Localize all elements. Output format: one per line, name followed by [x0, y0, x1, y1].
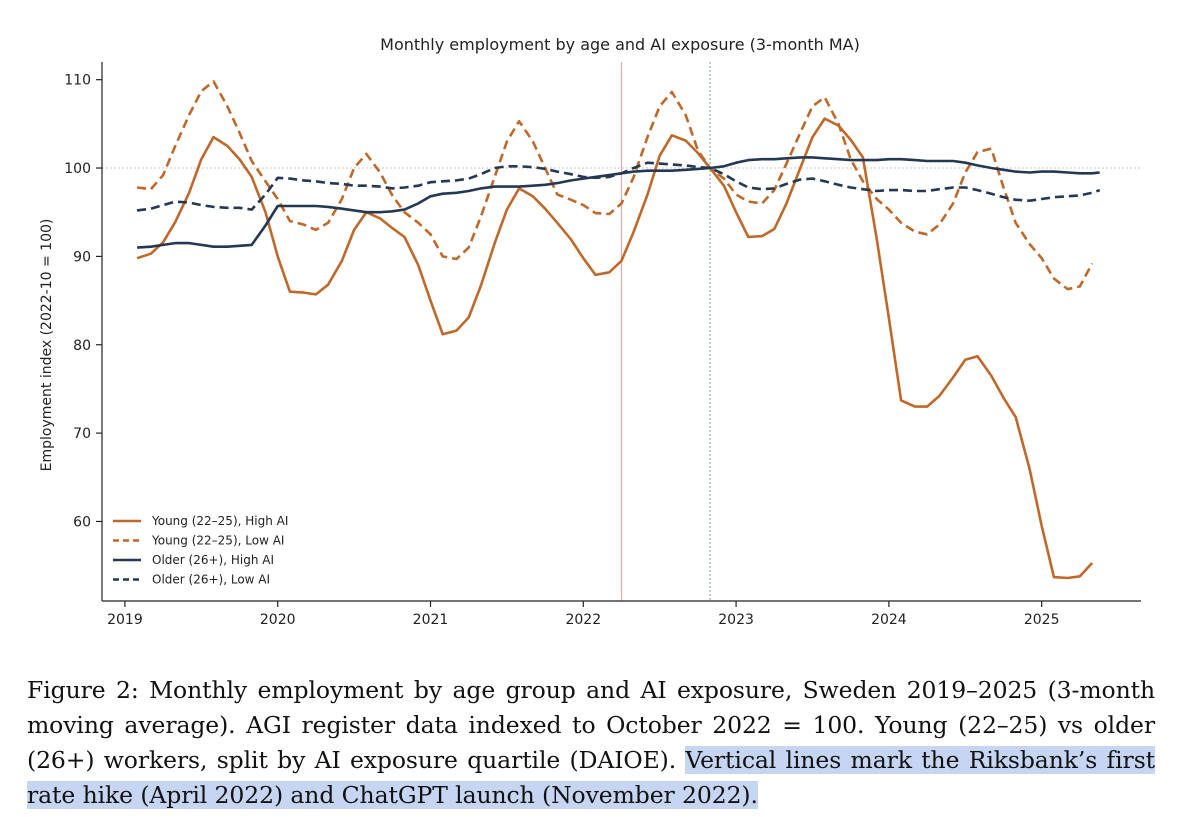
- plot-area: 60 70 80 90 100 110 2019 2020 2021 2022 2023 2024 20…: [64, 62, 1141, 628]
- y-tick-label: 60: [73, 514, 91, 530]
- x-tick-label: 2024: [871, 612, 907, 628]
- caption-main-text: Figure 2: Monthly employment by age grou…: [27, 676, 1155, 774]
- x-tick-label: 2020: [260, 612, 296, 628]
- y-tick-label: 80: [73, 338, 91, 354]
- series-line-older-26-low-ai: [136, 161, 1101, 212]
- series-line-young-22-25-high-ai: [136, 117, 1094, 580]
- legend-label-young-22-25-high-ai: Young (22–25), High AI: [151, 514, 288, 528]
- series-line-older-26-high-ai: [137, 156, 1100, 249]
- y-tick-label: 70: [73, 426, 91, 442]
- legend-label-young-22-25-low-ai: Young (22–25), Low AI: [151, 534, 284, 548]
- y-tick-label: 90: [73, 249, 91, 265]
- x-tick-label: 2019: [107, 612, 143, 628]
- x-tick-label: 2023: [718, 612, 754, 628]
- chart-title: Monthly employment by age and AI exposur…: [380, 35, 860, 54]
- series-line-young-22-25-low-ai: [136, 80, 1094, 291]
- figure-caption: Figure 2: Monthly employment by age grou…: [27, 673, 1155, 813]
- x-tick-label: 2025: [1024, 612, 1060, 628]
- y-tick-label: 110: [64, 73, 91, 89]
- x-tick-label: 2021: [413, 612, 449, 628]
- x-tick-label: 2022: [565, 612, 601, 628]
- employment-line-chart: Monthly employment by age and AI exposur…: [39, 35, 1141, 628]
- legend-label-older-26-high-ai: Older (26+), High AI: [152, 553, 274, 567]
- legend: Young (22–25), High AI Young (22–25), Low…: [113, 514, 288, 587]
- legend-label-older-26-low-ai: Older (26+), Low AI: [152, 573, 270, 587]
- y-axis-label: Employment index (2022-10 = 100): [39, 219, 55, 472]
- y-tick-label: 100: [64, 161, 91, 177]
